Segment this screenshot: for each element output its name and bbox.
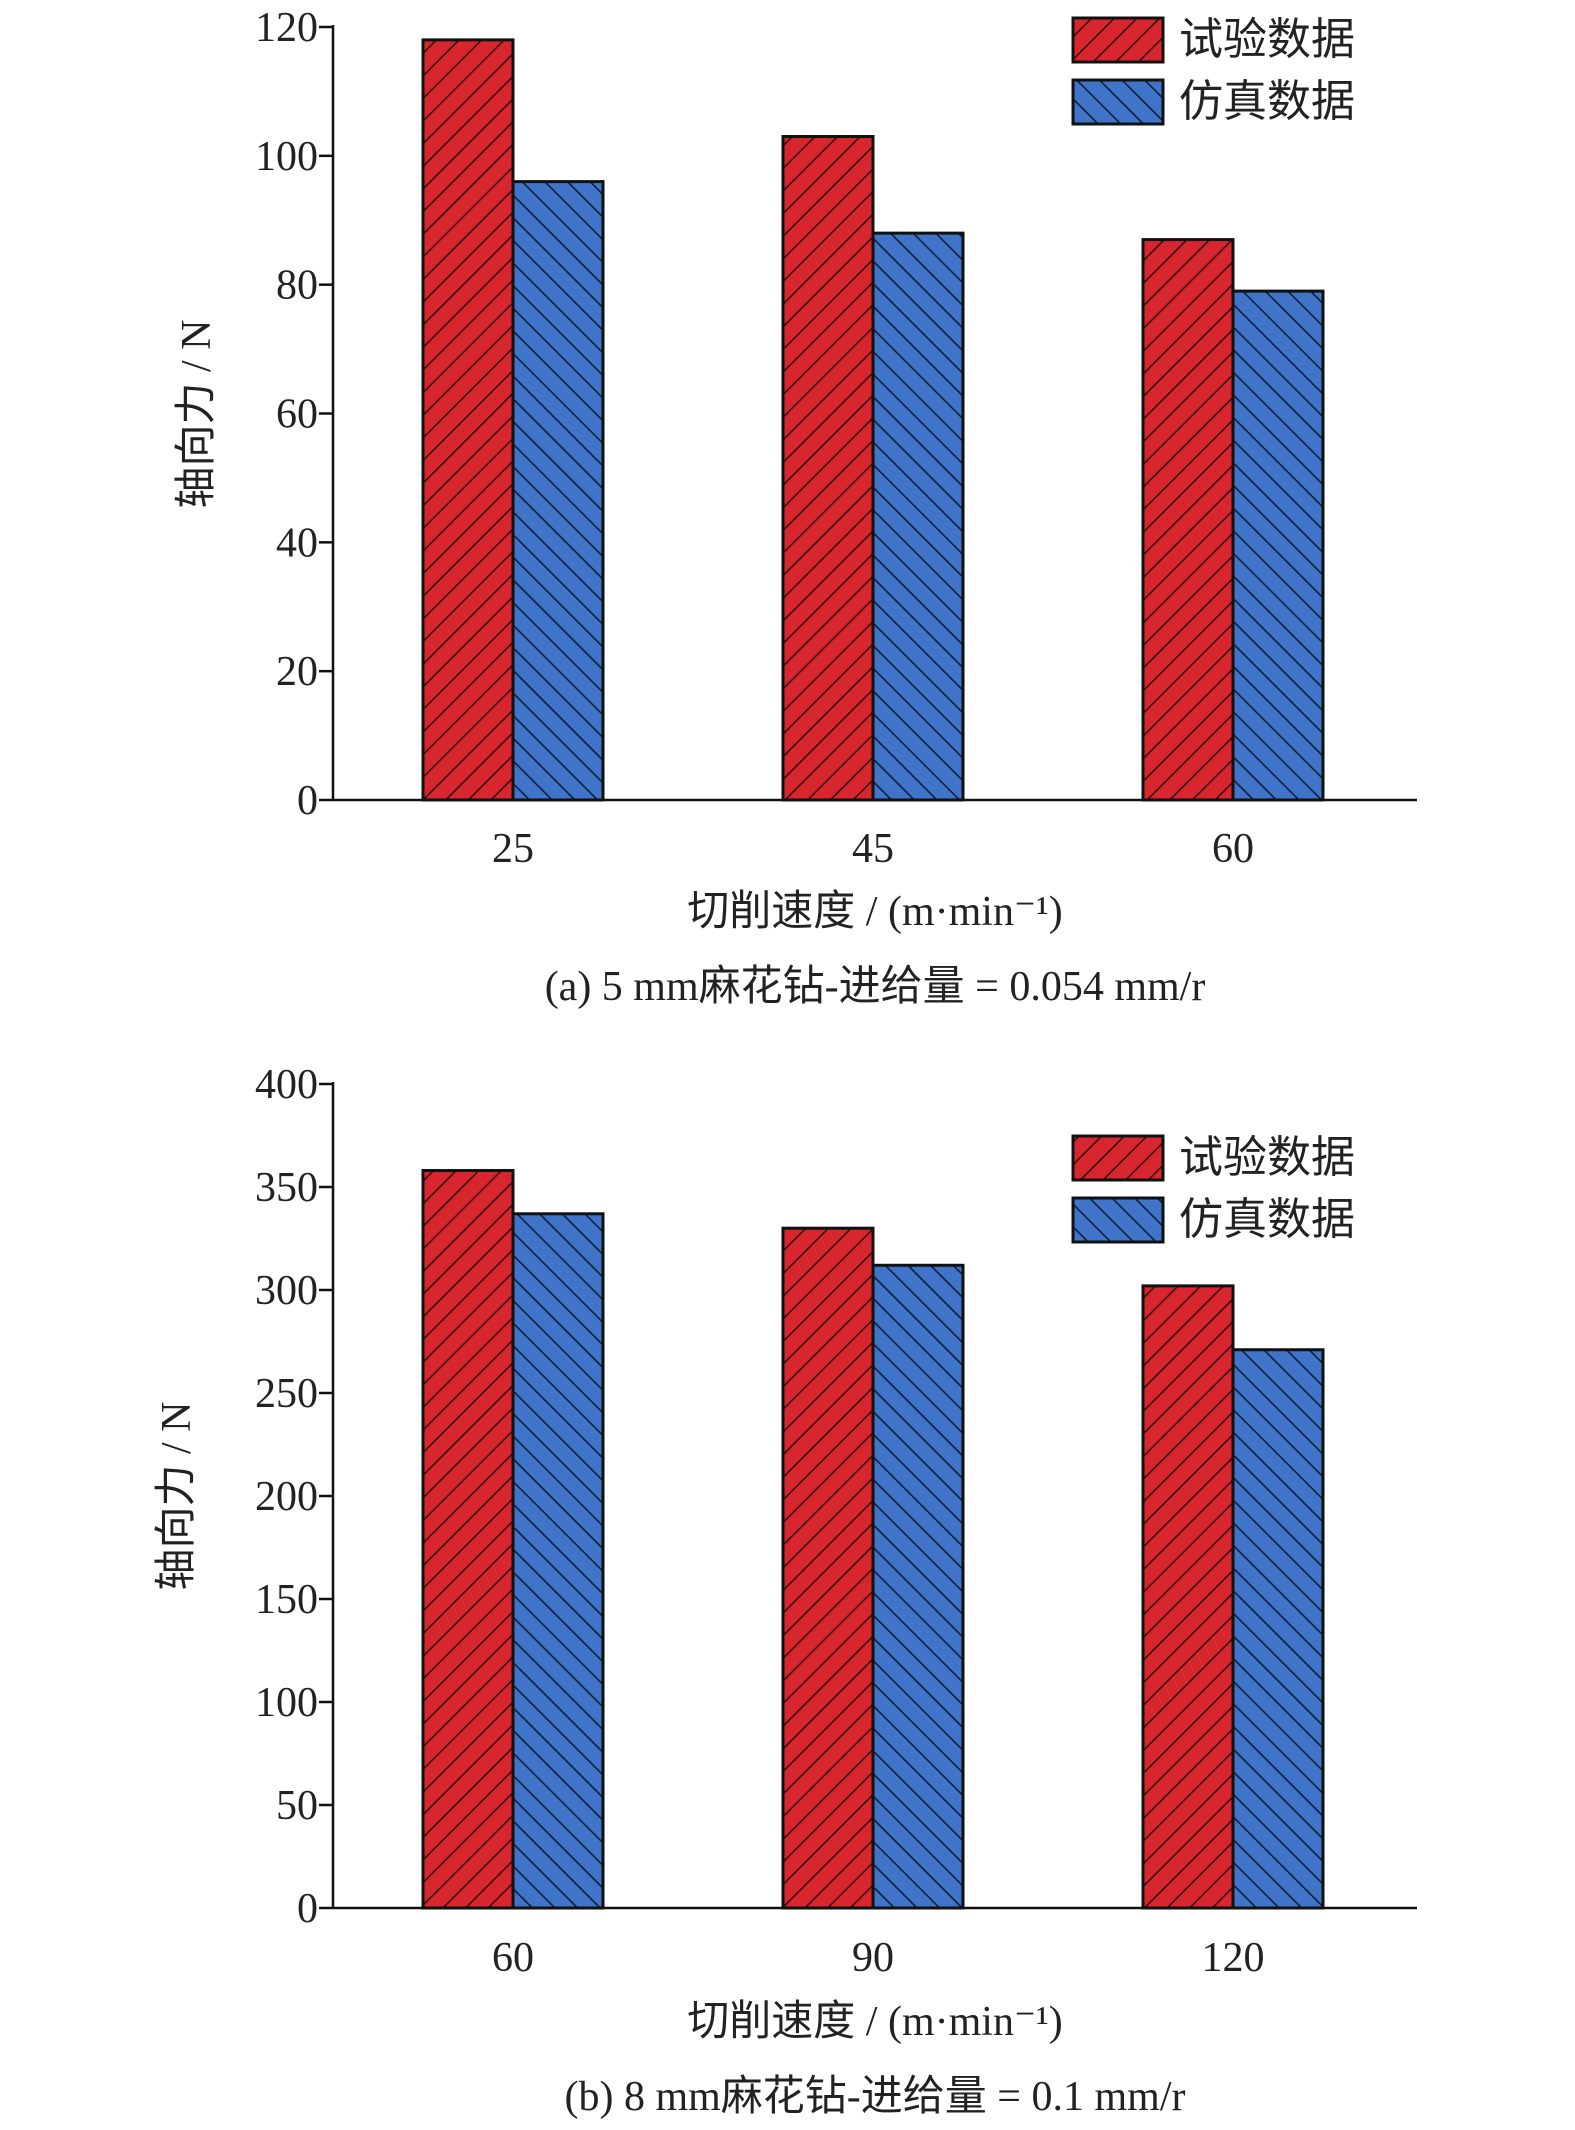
bar-sim-25 bbox=[511, 180, 605, 802]
x-tick-label: 45 bbox=[852, 826, 894, 872]
y-tick-label: 40 bbox=[276, 520, 318, 566]
axial-force-chart-b: 0 50 100 150 200 250 300 350 400 60 90 120 切削速度 / (m… bbox=[0, 1060, 1575, 2130]
y-tick-label: 80 bbox=[276, 263, 318, 309]
y-tick-label: 150 bbox=[255, 1577, 318, 1623]
bar-test-60 bbox=[421, 1169, 515, 1910]
legend-swatch-sim bbox=[1071, 1196, 1165, 1244]
legend-label-test: 试验数据 bbox=[1179, 1133, 1355, 1182]
y-axis-title: 轴向力 / N bbox=[174, 319, 220, 508]
y-tick-label: 0 bbox=[297, 778, 318, 824]
bar-test-90 bbox=[781, 1226, 875, 1910]
y-axis-title: 轴向力 / N bbox=[154, 1401, 200, 1590]
y-tick-label: 200 bbox=[255, 1474, 318, 1520]
bar-test-45 bbox=[781, 135, 875, 802]
legend-label-sim: 仿真数据 bbox=[1179, 1195, 1355, 1244]
y-tick-label: 100 bbox=[255, 134, 318, 180]
bar-sim-120 bbox=[1231, 1348, 1325, 1910]
x-tick-label: 25 bbox=[492, 826, 534, 872]
y-tick-label: 250 bbox=[255, 1371, 318, 1417]
chart-a-svg: 0 20 40 60 80 100 120 25 45 60 切削速度 / (m·min⁻¹) 轴向力… bbox=[174, 5, 1417, 1010]
legend-swatch-test bbox=[1071, 1134, 1165, 1182]
x-tick-label: 60 bbox=[492, 1935, 534, 1981]
legend-label-test: 试验数据 bbox=[1179, 15, 1355, 64]
legend-label-sim: 仿真数据 bbox=[1179, 77, 1355, 126]
y-tick-label: 0 bbox=[297, 1886, 318, 1932]
x-tick-label: 60 bbox=[1212, 826, 1254, 872]
bar-test-120 bbox=[1141, 1284, 1235, 1910]
x-axis-title: 切削速度 / (m·min⁻¹) bbox=[687, 1999, 1062, 2045]
y-tick-label: 100 bbox=[255, 1680, 318, 1726]
x-tick-label: 120 bbox=[1202, 1935, 1265, 1981]
x-tick-label: 90 bbox=[852, 1935, 894, 1981]
y-tick-label: 120 bbox=[255, 5, 318, 51]
x-axis-title: 切削速度 / (m·min⁻¹) bbox=[687, 889, 1062, 935]
bar-sim-90 bbox=[871, 1263, 965, 1910]
y-tick-label: 400 bbox=[255, 1062, 318, 1108]
chart-caption: (b) 8 mm麻花钻-进给量 = 0.1 mm/r bbox=[565, 2074, 1186, 2120]
y-tick-label: 60 bbox=[276, 392, 318, 438]
bar-test-60 bbox=[1141, 238, 1235, 802]
legend-swatch-sim bbox=[1071, 78, 1165, 126]
bar-sim-60 bbox=[511, 1212, 605, 1910]
y-tick-label: 20 bbox=[276, 649, 318, 695]
legend-swatch-test bbox=[1071, 16, 1165, 64]
bar-sim-60 bbox=[1231, 289, 1325, 802]
axial-force-chart-a: 0 20 40 60 80 100 120 25 45 60 切削速度 / (m·min⁻¹) 轴向力… bbox=[0, 0, 1575, 1035]
bar-test-25 bbox=[421, 38, 515, 802]
bar-sim-45 bbox=[871, 231, 965, 802]
y-tick-label: 350 bbox=[255, 1165, 318, 1211]
chart-b-svg: 0 50 100 150 200 250 300 350 400 60 90 120 切削速度 / (m… bbox=[154, 1062, 1417, 2120]
y-tick-label: 300 bbox=[255, 1268, 318, 1314]
y-tick-label: 50 bbox=[276, 1783, 318, 1829]
chart-caption: (a) 5 mm麻花钻-进给量 = 0.054 mm/r bbox=[545, 964, 1206, 1010]
